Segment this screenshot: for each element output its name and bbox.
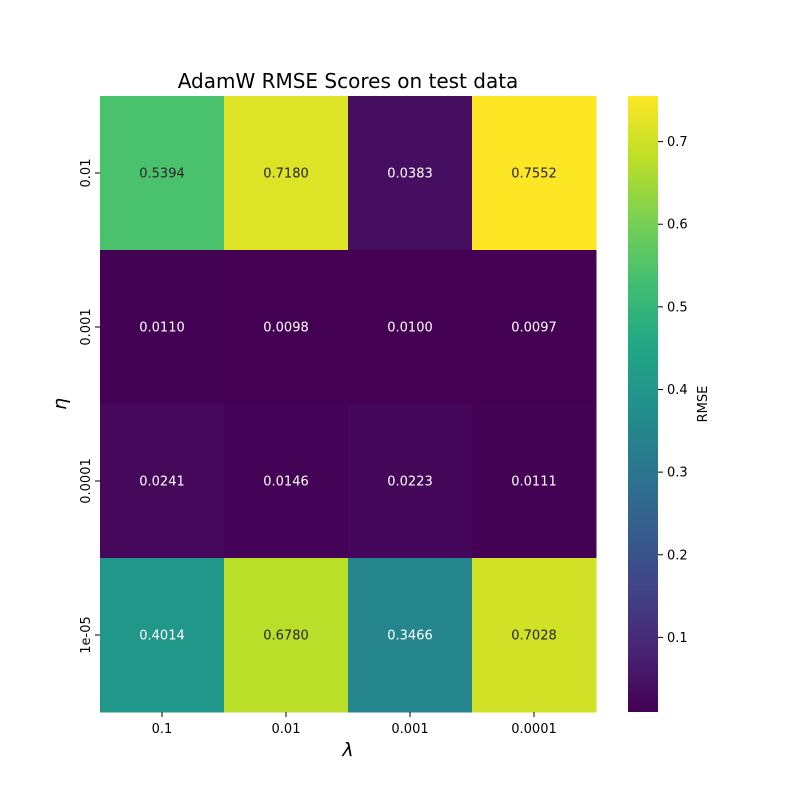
colorbar-tick-label: 0.4 [667, 383, 688, 398]
heatmap-cell [100, 558, 225, 713]
heatmap-cell [348, 558, 473, 713]
x-tick-label: 0.0001 [511, 722, 557, 737]
x-tick-label: 0.01 [272, 722, 301, 737]
y-tick-label: 0.0001 [79, 458, 94, 504]
cell-value-label: 0.7180 [263, 167, 309, 182]
colorbar-label: RMSE [696, 386, 711, 423]
heatmap-cell [348, 96, 473, 251]
y-tick-label: 1e-05 [79, 616, 94, 654]
x-tick-label: 0.001 [391, 722, 428, 737]
colorbar-tick-label: 0.1 [667, 631, 688, 646]
heatmap-cell [100, 250, 225, 405]
cell-value-label: 0.0111 [511, 475, 557, 490]
colorbar-tick-label: 0.6 [667, 218, 688, 233]
heatmap-cell [224, 250, 349, 405]
x-axis-ticks: 0.1 0.01 0.001 0.0001 [152, 712, 557, 737]
heatmap-cell-labels: 0.5394 0.7180 0.0383 0.7552 0.0110 0.0098 0.01… [139, 167, 557, 644]
colorbar [628, 96, 658, 712]
heatmap-cell [348, 250, 473, 405]
y-axis-label: η [49, 398, 71, 410]
cell-value-label: 0.7028 [511, 629, 557, 644]
x-axis-label: λ [341, 739, 353, 761]
heatmap-cell [348, 404, 473, 559]
cell-value-label: 0.0383 [387, 167, 433, 182]
cell-value-label: 0.5394 [139, 167, 185, 182]
cell-value-label: 0.0110 [139, 321, 185, 336]
cell-value-label: 0.4014 [139, 629, 185, 644]
cell-value-label: 0.7552 [511, 167, 557, 182]
heatmap-cell [472, 404, 597, 559]
heatmap-cell [224, 404, 349, 559]
cell-value-label: 0.6780 [263, 629, 309, 644]
cell-value-label: 0.0100 [387, 321, 433, 336]
heatmap-cell [472, 558, 597, 713]
colorbar-tick-label: 0.7 [667, 135, 688, 150]
colorbar-ticks: 0.1 0.2 0.3 0.4 0.5 0.6 0.7 [658, 135, 688, 646]
heatmap-cell [224, 558, 349, 713]
heatmap-cell [100, 404, 225, 559]
y-axis-ticks: 0.01 0.001 0.0001 1e-05 [79, 159, 100, 654]
cell-value-label: 0.0097 [511, 321, 557, 336]
colorbar-tick-label: 0.2 [667, 548, 688, 563]
cell-value-label: 0.0241 [139, 475, 185, 490]
y-tick-label: 0.001 [79, 308, 94, 345]
y-tick-label: 0.01 [79, 159, 94, 188]
cell-value-label: 0.0146 [263, 475, 309, 490]
heatmap-cell [224, 96, 349, 251]
heatmap-cells [100, 96, 597, 713]
heatmap-cell [100, 96, 225, 251]
x-tick-label: 0.1 [152, 722, 173, 737]
heatmap-cell [472, 96, 597, 251]
cell-value-label: 0.0223 [387, 475, 433, 490]
chart-title: AdamW RMSE Scores on test data [178, 69, 519, 93]
cell-value-label: 0.0098 [263, 321, 309, 336]
heatmap-cell [472, 250, 597, 405]
cell-value-label: 0.3466 [387, 629, 433, 644]
colorbar-tick-label: 0.5 [667, 300, 688, 315]
colorbar-tick-label: 0.3 [667, 466, 688, 481]
